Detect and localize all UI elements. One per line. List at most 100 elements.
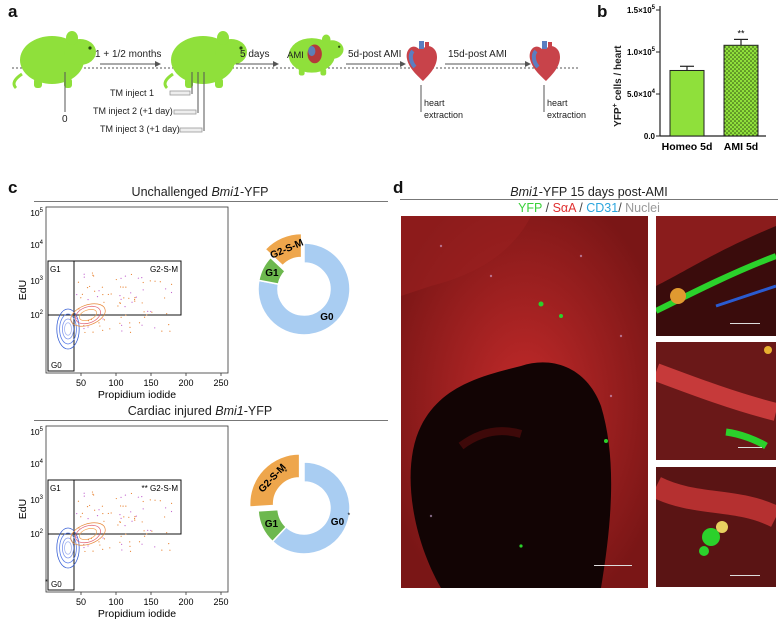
donut-slice-g1 bbox=[257, 256, 287, 286]
event-dot bbox=[165, 288, 167, 290]
event-dot bbox=[89, 285, 91, 288]
event-dot bbox=[154, 280, 156, 282]
event-dot bbox=[92, 331, 94, 333]
donut-significance-mark: * bbox=[347, 512, 350, 519]
event-dot bbox=[125, 286, 127, 288]
event-dot bbox=[146, 533, 148, 535]
event-dot bbox=[119, 302, 121, 304]
event-dot bbox=[93, 494, 95, 496]
x-tick-label: 200 bbox=[178, 597, 193, 607]
event-dot bbox=[142, 500, 144, 503]
event-dot bbox=[129, 326, 131, 328]
event-dot bbox=[119, 505, 122, 507]
event-dot bbox=[141, 543, 143, 545]
event-dot bbox=[168, 324, 170, 326]
event-dot bbox=[129, 545, 131, 547]
stain-legend: YFP / SαA / CD31/ Nuclei bbox=[400, 201, 778, 215]
event-dot bbox=[120, 535, 122, 537]
event-dot bbox=[168, 543, 170, 545]
panel-label-c: c bbox=[8, 178, 18, 197]
gate-label-g1: G1 bbox=[50, 265, 61, 274]
legend-item: Nuclei bbox=[625, 201, 660, 215]
flow-plot-unchallenged: Unchallenged Bmi1-YFP 50 100 150 200 250 Propi… bbox=[12, 185, 388, 405]
event-dot bbox=[93, 275, 95, 277]
interval-label-2: 5 days bbox=[240, 49, 270, 60]
x-tick-label: AMI 5d bbox=[724, 141, 758, 153]
donut-slice-label: G1 bbox=[265, 519, 279, 530]
event-dot bbox=[170, 291, 173, 294]
bar bbox=[723, 44, 759, 137]
event-dot bbox=[76, 536, 78, 538]
event-dot bbox=[80, 516, 82, 518]
scale-bar bbox=[594, 565, 632, 566]
plot-frame bbox=[45, 425, 229, 593]
event-dot bbox=[146, 314, 148, 316]
event-dot bbox=[141, 495, 143, 498]
donut-slice-label: G1 bbox=[265, 268, 279, 279]
event-dot bbox=[124, 275, 127, 277]
event-dot bbox=[137, 277, 140, 279]
event-dot bbox=[123, 297, 125, 299]
event-dot bbox=[92, 493, 94, 495]
y-tick-label: 103 bbox=[30, 495, 43, 505]
event-dot bbox=[143, 316, 146, 318]
contour-line bbox=[56, 308, 80, 350]
event-dot bbox=[142, 508, 144, 510]
event-dot bbox=[119, 541, 121, 543]
event-dot bbox=[117, 305, 119, 307]
donut-slice-g1 bbox=[257, 508, 288, 543]
y-tick-label: 105 bbox=[30, 208, 43, 218]
event-dot bbox=[143, 311, 145, 313]
event-dot bbox=[142, 281, 144, 284]
event-dot bbox=[124, 525, 126, 527]
event-dot bbox=[142, 289, 144, 291]
event-dot bbox=[76, 317, 78, 319]
event-dot bbox=[83, 325, 85, 327]
y-tick-label: 0.0 bbox=[644, 132, 656, 141]
event-dot bbox=[78, 527, 80, 529]
contour-line bbox=[75, 305, 101, 325]
event-dot bbox=[166, 532, 168, 534]
donut-slice-label: G0 bbox=[320, 312, 334, 323]
contour-line bbox=[64, 541, 72, 555]
event-dot bbox=[84, 331, 86, 334]
panel-d-divider bbox=[400, 199, 778, 200]
y-tick-label: 103 bbox=[30, 276, 43, 286]
contour-line bbox=[59, 532, 77, 564]
contour-line bbox=[62, 318, 75, 340]
event-dot bbox=[120, 298, 122, 300]
event-dot bbox=[122, 286, 124, 288]
gate-g0 bbox=[47, 533, 75, 591]
y-tick-label: 104 bbox=[30, 459, 43, 469]
flow-plot-title: Cardiac injured Bmi1-YFP bbox=[127, 404, 273, 418]
event-dot bbox=[135, 515, 137, 517]
event-dot bbox=[120, 316, 122, 318]
interval-label-1: 1 + 1/2 months bbox=[95, 49, 162, 60]
contour-line bbox=[70, 303, 106, 327]
event-dot bbox=[125, 505, 127, 507]
donut-slice-label: G0 bbox=[331, 517, 345, 528]
event-dot bbox=[94, 509, 96, 511]
microscopy-inset-2 bbox=[656, 342, 776, 460]
event-dot bbox=[119, 295, 121, 297]
y-tick-label: 105 bbox=[30, 427, 43, 437]
y-tick-label: 102 bbox=[30, 310, 43, 320]
mouse-ami-icon bbox=[288, 34, 344, 76]
gate-g2sm bbox=[73, 260, 182, 316]
flow-plot-title: Unchallenged Bmi1-YFP bbox=[131, 185, 269, 199]
event-dot bbox=[103, 520, 105, 522]
bar bbox=[669, 69, 705, 137]
gate-g0-mark: * bbox=[45, 579, 48, 586]
event-dot bbox=[120, 517, 122, 519]
x-tick-label: 50 bbox=[76, 378, 86, 388]
interval-label-3: 5d-post AMI bbox=[348, 49, 402, 60]
gate-g2sm bbox=[73, 479, 182, 535]
injection-label-3: TM inject 3 (+1 day) bbox=[100, 124, 180, 134]
x-tick-label: 100 bbox=[108, 597, 123, 607]
event-dot bbox=[130, 492, 133, 495]
heart-extraction-label-2: heart extraction bbox=[547, 98, 587, 120]
y-tick-label: 102 bbox=[30, 529, 43, 539]
event-dot bbox=[96, 296, 99, 298]
interval-label-4: 15d-post AMI bbox=[448, 49, 507, 60]
panel-label-b: b bbox=[597, 2, 608, 21]
